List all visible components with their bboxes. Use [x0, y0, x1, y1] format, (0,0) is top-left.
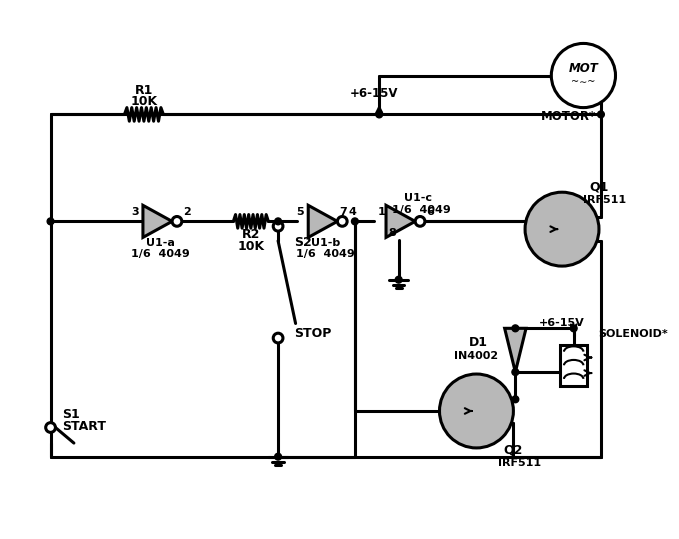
Text: S1: S1: [62, 409, 80, 421]
Text: 7: 7: [340, 206, 347, 217]
Text: START: START: [62, 420, 106, 433]
Text: +6-15V: +6-15V: [350, 87, 399, 100]
Text: 1/6  4049: 1/6 4049: [392, 205, 450, 215]
Polygon shape: [143, 205, 172, 237]
Circle shape: [352, 218, 359, 225]
Text: IRF511: IRF511: [498, 459, 541, 468]
Circle shape: [551, 44, 615, 108]
Text: MOTOR*: MOTOR*: [541, 110, 596, 123]
Text: 4: 4: [348, 206, 356, 217]
Circle shape: [395, 277, 402, 283]
Polygon shape: [308, 205, 337, 237]
Circle shape: [45, 423, 56, 432]
Polygon shape: [504, 328, 526, 372]
Circle shape: [172, 217, 182, 226]
Circle shape: [525, 192, 599, 266]
Circle shape: [275, 218, 282, 225]
Circle shape: [337, 217, 347, 226]
Text: 5: 5: [297, 206, 304, 217]
Text: +6-15V: +6-15V: [539, 319, 585, 328]
Text: SOLENOID*: SOLENOID*: [598, 329, 667, 339]
Circle shape: [273, 222, 283, 231]
Bar: [560, 345, 587, 386]
Text: 1/6  4049: 1/6 4049: [296, 250, 355, 259]
Text: IRF511: IRF511: [583, 195, 627, 205]
Circle shape: [512, 369, 519, 376]
Text: 1: 1: [378, 206, 385, 217]
Circle shape: [415, 217, 425, 226]
Text: U1-a: U1-a: [146, 238, 175, 248]
Circle shape: [375, 111, 383, 118]
Text: MOT: MOT: [568, 62, 598, 75]
Text: IN4002: IN4002: [454, 351, 498, 361]
Text: 2: 2: [183, 206, 191, 217]
Circle shape: [512, 325, 519, 331]
Polygon shape: [386, 205, 415, 237]
Text: 1/6  4049: 1/6 4049: [131, 250, 190, 259]
Text: S2: S2: [293, 236, 312, 249]
Circle shape: [439, 374, 513, 448]
Circle shape: [598, 111, 604, 118]
Text: ~∼~: ~∼~: [571, 77, 595, 86]
Text: D1: D1: [469, 336, 488, 349]
Circle shape: [47, 218, 54, 225]
Text: U1-b: U1-b: [311, 238, 340, 248]
Circle shape: [570, 325, 577, 331]
Text: U1-c: U1-c: [404, 193, 432, 203]
Circle shape: [512, 396, 519, 403]
Text: 8: 8: [388, 228, 396, 238]
Text: R2: R2: [242, 229, 260, 241]
Circle shape: [273, 333, 283, 343]
Text: STOP: STOP: [293, 327, 331, 340]
Text: Q1: Q1: [589, 181, 608, 194]
Text: 6: 6: [426, 206, 434, 217]
Text: 10K: 10K: [130, 95, 158, 108]
Text: 10K: 10K: [237, 240, 264, 253]
Circle shape: [275, 453, 282, 460]
Text: 3: 3: [131, 206, 139, 217]
Text: Q2: Q2: [504, 444, 523, 457]
Text: R1: R1: [134, 84, 153, 96]
